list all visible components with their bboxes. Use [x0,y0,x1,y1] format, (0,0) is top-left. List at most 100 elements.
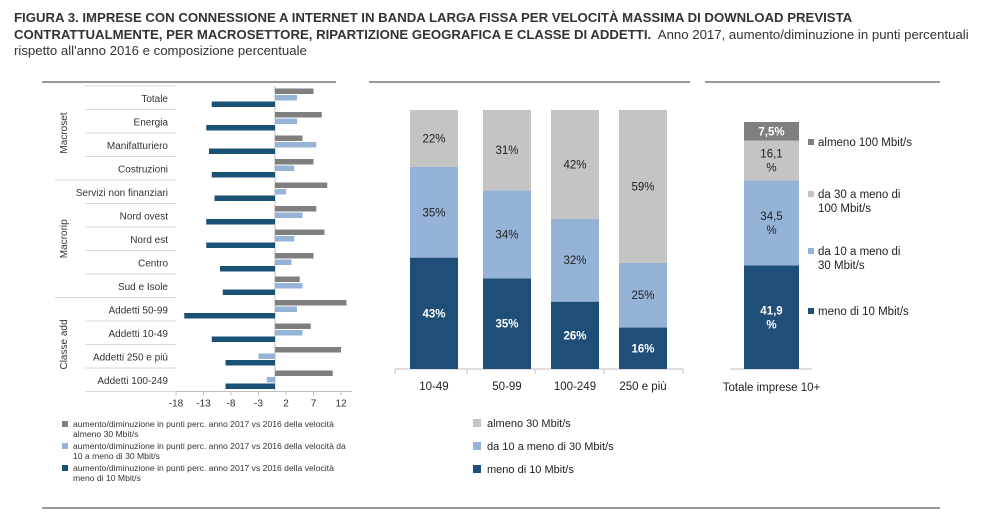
category-label: Manifatturiero [107,141,169,152]
change-bar [275,276,300,282]
total-segment [744,140,799,181]
change-bar [275,347,341,353]
change-bar [275,88,314,94]
right-legend-label: almeno 100 Mbit/s [818,137,912,149]
change-bar [275,306,297,312]
right-legend-label: 100 Mbit/s [818,203,871,215]
segment-data-label: 42% [563,159,586,171]
change-bar [275,300,347,306]
segment-data-label: 31% [495,145,518,157]
total-data-label: 34,5 [760,211,782,223]
stacked-segment [410,166,458,258]
legend-label: meno di 10 Mbit/s [73,473,141,483]
x-tick-label: -18 [169,399,184,410]
segment-data-label: 43% [422,308,445,320]
change-bar [266,377,275,383]
stacked-segment [410,110,458,167]
change-bar [275,283,303,289]
change-bar [275,135,303,141]
x-tick-label: 12 [335,399,347,410]
total-data-label: 41,9 [760,305,782,317]
total-category-label: Totale imprese 10+ [723,382,821,394]
change-bar [275,142,317,148]
category-label: Servizi non finanziari [76,188,168,199]
x-tick-label: -3 [254,399,263,410]
change-bar [206,242,275,248]
total-segment [744,122,799,141]
change-bar [211,172,275,178]
change-bar [275,330,303,336]
category-label: Nord ovest [120,211,169,222]
segment-data-label: 26% [563,330,586,342]
stacked-segment [619,262,667,328]
mid-legend-label: da 10 a meno di 30 Mbit/s [487,441,614,453]
segment-data-label: 34% [495,229,518,241]
total-data-label: 16,1 [760,148,782,160]
change-bar [222,289,275,295]
change-bar [275,95,297,101]
x-tick-label: -13 [196,399,211,410]
change-bar [211,336,275,342]
total-data-label: % [766,162,776,174]
group-label: Macrorip [59,219,70,258]
segment-data-label: 16% [631,343,654,355]
category-label: Costruzioni [118,164,168,175]
change-bar [206,219,275,225]
change-bar [275,206,317,212]
total-data-label: % [766,319,776,331]
legend-label: aumento/diminuzione in punti perc. anno … [73,441,346,451]
legend-label: 10 a meno di 30 Mbit/s [73,451,160,461]
category-label: Addetti 100-249 [97,376,168,387]
category-label: Addetti 250 e più [93,352,168,363]
category-label: Totale [141,94,168,105]
stacked-segment [483,110,531,191]
right-legend-swatch [808,139,814,145]
change-bar [275,118,297,124]
mid-category-label: 50-99 [492,381,521,393]
change-bar [275,229,325,235]
mid-category-label: 250 e più [619,381,666,393]
mid-legend-swatch [473,442,481,450]
x-tick-label: 2 [283,399,289,410]
category-label: Centro [138,258,168,269]
total-data-label: % [766,225,776,237]
total-segment [744,265,799,369]
legend-label: aumento/diminuzione in punti perc. anno … [73,463,334,473]
change-bar [209,148,275,154]
change-bar [275,159,314,165]
category-label: Addetti 50-99 [109,305,169,316]
change-bar [220,266,275,272]
segment-data-label: 35% [422,207,445,219]
legend-label: almeno 30 Mbit/s [73,429,138,439]
mid-category-label: 100-249 [554,381,596,393]
legend-swatch [62,465,68,471]
change-bar [275,212,303,218]
figure-title: FIGURA 3. IMPRESE CON CONNESSIONE A INTE… [14,10,969,60]
change-bar [211,101,275,107]
segment-data-label: 22% [422,133,445,145]
category-label: Energia [134,117,169,128]
right-legend-label: da 10 a meno di [818,246,900,258]
right-legend-swatch [808,308,814,314]
change-bar [258,353,275,359]
right-legend-label: 30 Mbit/s [818,260,865,272]
change-bar [275,182,328,188]
stacked-segment [619,110,667,263]
mid-category-label: 10-49 [419,381,448,393]
stacked-segment [483,190,531,279]
stacked-segment [551,301,599,369]
legend-label: aumento/diminuzione in punti perc. anno … [73,419,334,429]
change-bar [225,360,275,366]
change-bar [275,236,295,242]
mid-legend-label: almeno 30 Mbit/s [487,418,571,430]
right-legend-label: meno di 10 Mbit/s [818,306,909,318]
category-label: Sud e Isole [118,282,168,293]
mid-legend-swatch [473,465,481,473]
segment-data-label: 35% [495,319,518,331]
mid-legend-label: meno di 10 Mbit/s [487,464,574,476]
right-legend-label: da 30 a meno di [818,189,900,201]
x-tick-label: 7 [311,399,317,410]
stacked-segment [410,257,458,369]
change-bar [206,125,275,131]
